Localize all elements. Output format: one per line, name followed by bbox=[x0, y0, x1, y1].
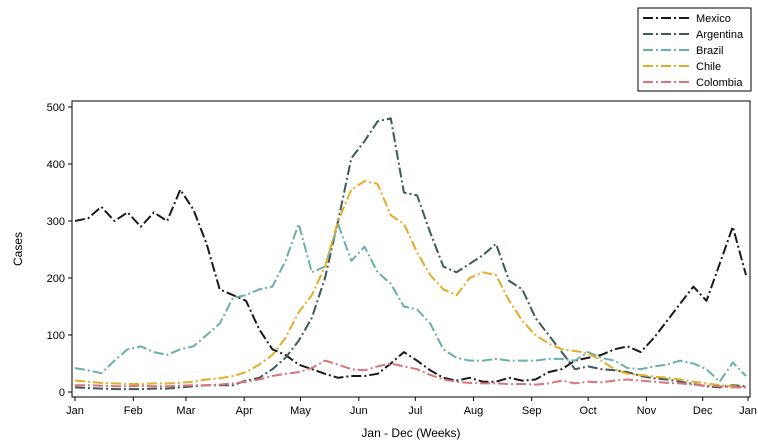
legend-label-mexico: Mexico bbox=[696, 13, 731, 25]
x-tick-label: Feb bbox=[124, 405, 143, 417]
x-tick-label: Apr bbox=[236, 405, 253, 417]
y-tick-label: 200 bbox=[47, 273, 65, 285]
legend-label-colombia: Colombia bbox=[696, 77, 743, 89]
y-tick-label: 400 bbox=[47, 159, 65, 171]
x-tick-label: May bbox=[290, 405, 311, 417]
legend-label-chile: Chile bbox=[696, 61, 721, 73]
legend-label-brazil: Brazil bbox=[696, 45, 724, 57]
y-tick-label: 0 bbox=[59, 387, 65, 399]
y-tick-label: 500 bbox=[47, 102, 65, 114]
series-line-brazil bbox=[74, 222, 747, 383]
x-axis: Jan Feb Mar Apr May Jun Jul Aug Sep Oct Nov Dec Jan bbox=[66, 397, 757, 417]
x-tick-label: Jan bbox=[66, 405, 84, 417]
x-tick-label: Nov bbox=[637, 405, 657, 417]
legend: Mexico Argentina Brazil Chile Colombia bbox=[637, 7, 752, 92]
series-line-argentina bbox=[74, 117, 747, 391]
x-tick-label: Aug bbox=[464, 405, 484, 417]
series-line-chile bbox=[74, 180, 747, 389]
x-tick-label: Sep bbox=[522, 405, 542, 417]
x-tick-label: Jan bbox=[739, 405, 757, 417]
y-axis: 0 100 200 300 400 500 bbox=[47, 102, 72, 399]
x-axis-label: Jan - Dec (Weeks) bbox=[361, 426, 460, 440]
x-tick-label: Mar bbox=[176, 405, 195, 417]
series-line-mexico bbox=[74, 188, 747, 383]
x-tick-label: Oct bbox=[580, 405, 597, 417]
plot-area bbox=[71, 100, 751, 398]
x-tick-label: Dec bbox=[693, 405, 713, 417]
series-line-colombia bbox=[75, 359, 746, 389]
x-tick-label: Jun bbox=[350, 405, 368, 417]
y-axis-label: Cases bbox=[11, 232, 25, 266]
y-tick-label: 300 bbox=[47, 216, 65, 228]
legend-label-argentina: Argentina bbox=[696, 29, 744, 41]
y-tick-label: 100 bbox=[47, 330, 65, 342]
series-lines bbox=[74, 117, 747, 391]
x-tick-label: Jul bbox=[408, 405, 422, 417]
